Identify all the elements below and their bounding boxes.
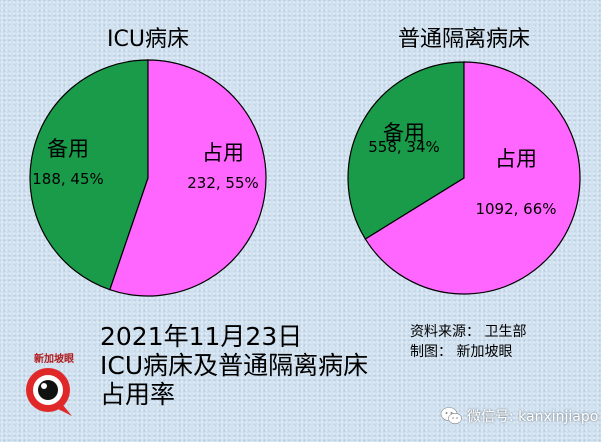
eye-logo-icon [26, 368, 72, 416]
slice-label: 占用 [495, 147, 537, 171]
slice-label: 占用 [202, 141, 244, 165]
credits-source: 资料来源： 卫生部 [410, 324, 527, 340]
wechat-icon [440, 407, 462, 424]
pie-slice-occupied [109, 59, 267, 297]
pie-slice-spare [29, 59, 149, 291]
footer-title-line1: ICU病床及普通隔离病床 [100, 351, 369, 380]
footer-title: 2021年11月23日 ICU病床及普通隔离病床 占用率 [100, 322, 368, 409]
slice-label: 备用 [383, 121, 425, 145]
pie-slice-occupied [364, 61, 581, 295]
pie-title: ICU病床 [107, 27, 189, 52]
logo: 新加坡眼 [22, 350, 82, 420]
slice-value-label: 558, 34% [368, 138, 440, 156]
footer-date: 2021年11月23日 [100, 322, 303, 351]
slice-label: 备用 [47, 137, 89, 161]
wechat-watermark: 微信号: kanxinjiapo [440, 404, 598, 428]
credits-made-by: 制图： 新加坡眼 [410, 344, 513, 360]
pie-slice-spare [347, 61, 465, 240]
slice-value-label: 188, 45% [32, 170, 104, 188]
wechat-id: 微信号: kanxinjiapo [467, 409, 599, 425]
slice-value-label: 1092, 66% [475, 200, 556, 218]
logo-text: 新加坡眼 [34, 354, 74, 365]
credits: 资料来源： 卫生部 制图： 新加坡眼 [410, 322, 526, 362]
slice-value-label: 232, 55% [187, 174, 259, 192]
footer-title-line2: 占用率 [100, 380, 176, 409]
pie-title: 普通隔离病床 [398, 27, 530, 52]
